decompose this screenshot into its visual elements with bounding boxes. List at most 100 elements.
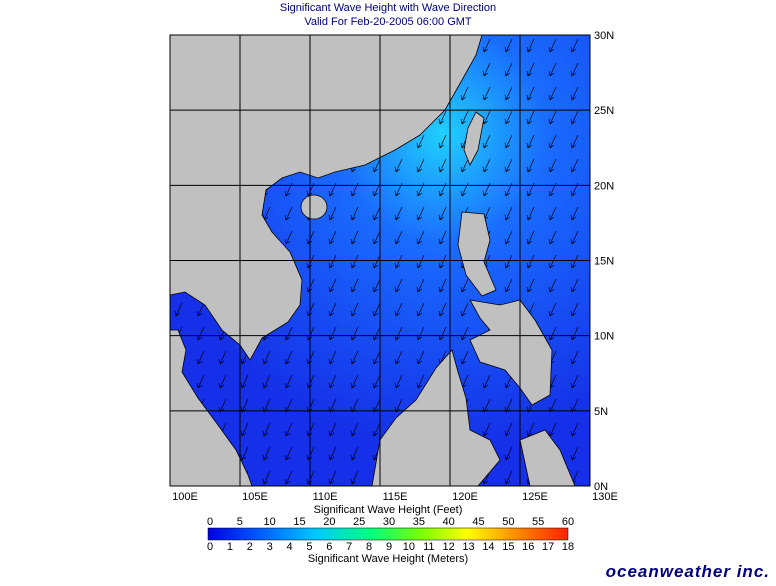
arrow (548, 158, 557, 173)
map (170, 35, 590, 486)
arrow (196, 302, 205, 317)
arrow (416, 350, 425, 365)
arrow (548, 110, 557, 125)
arrow (438, 206, 447, 221)
arrow (526, 278, 535, 293)
lat-label: 0N (594, 481, 608, 493)
arrow (394, 278, 403, 293)
colorbar-tick-label: 17 (542, 541, 554, 553)
arrow (284, 374, 293, 389)
arrow (394, 206, 403, 221)
lat-label: 10N (594, 331, 614, 343)
arrow (504, 470, 513, 485)
subtitle: Valid For Feb-20-2005 06:00 GMT (304, 16, 472, 28)
arrow (372, 374, 381, 389)
arrow (526, 254, 535, 269)
arrow (394, 374, 403, 389)
luzon (457, 211, 497, 297)
colorbar-tick-label: 2 (247, 541, 253, 553)
arrow (526, 206, 535, 221)
colorbar-tick-label: 3 (267, 541, 273, 553)
borneo (371, 349, 501, 486)
arrow (482, 158, 491, 173)
arrow (372, 278, 381, 293)
arrow (372, 422, 381, 437)
arrow (328, 350, 337, 365)
arrow (504, 278, 513, 293)
arrow (328, 374, 337, 389)
arrow (548, 62, 557, 77)
colorbar (207, 527, 569, 541)
colorbar-tick-label: 30 (383, 516, 395, 528)
colorbar-tick-label: 0 (207, 516, 213, 528)
arrow (548, 86, 557, 101)
arrow (372, 158, 381, 173)
land (170, 35, 576, 486)
lat-label: 20N (594, 180, 614, 192)
arrow (482, 38, 491, 53)
arrow (372, 350, 381, 365)
colorbar-tick-label: 5 (237, 516, 243, 528)
arrow (262, 470, 271, 485)
arrow (504, 38, 513, 53)
arrow (416, 374, 425, 389)
arrow (328, 230, 337, 245)
arrow (394, 158, 403, 173)
mainland (170, 35, 483, 361)
arrow (460, 302, 469, 317)
colorbar-tick-label: 4 (286, 541, 292, 553)
arrow (262, 422, 271, 437)
lon-label: 100E (172, 491, 198, 503)
lon-label: 115E (383, 491, 408, 503)
arrow (328, 278, 337, 293)
arrow (548, 38, 557, 53)
arrow (262, 350, 271, 365)
arrow (438, 254, 447, 269)
colorbar-tick-label: 50 (502, 516, 514, 528)
arrow (328, 302, 337, 317)
arrow (526, 134, 535, 149)
arrow (570, 446, 579, 461)
sulawesi (519, 429, 576, 486)
arrow (570, 254, 579, 269)
arrow (416, 158, 425, 173)
arrow (416, 278, 425, 293)
arrow (350, 470, 359, 485)
colorbar-tick-label: 35 (413, 516, 425, 528)
arrow (570, 158, 579, 173)
lat-label: 30N (594, 30, 614, 42)
logo: oceanweather inc. (606, 562, 770, 581)
arrow (416, 230, 425, 245)
arrow (372, 254, 381, 269)
arrow (504, 230, 513, 245)
arrow (350, 446, 359, 461)
arrow (526, 158, 535, 173)
arrow (438, 230, 447, 245)
arrow (240, 374, 249, 389)
arrow (570, 302, 579, 317)
arrow (350, 230, 359, 245)
arrow (570, 350, 579, 365)
colorbar-tick-label: 40 (443, 516, 455, 528)
arrow (460, 86, 469, 101)
arrow (482, 422, 491, 437)
map-frame (169, 34, 591, 487)
arrow (218, 350, 227, 365)
arrow (328, 470, 337, 485)
colorbar-tick-label: 10 (264, 516, 276, 528)
arrow (570, 38, 579, 53)
arrow (416, 134, 425, 149)
arrow (372, 302, 381, 317)
colorbar-tick-label: 20 (323, 516, 335, 528)
arrow (438, 158, 447, 173)
arrow (218, 374, 227, 389)
hainan (300, 194, 328, 220)
arrow (196, 350, 205, 365)
colorbar-tick-label: 0 (207, 541, 213, 553)
arrow (526, 38, 535, 53)
arrow (482, 86, 491, 101)
arrow (460, 158, 469, 173)
arrow (262, 374, 271, 389)
arrow (394, 230, 403, 245)
arrow (526, 110, 535, 125)
